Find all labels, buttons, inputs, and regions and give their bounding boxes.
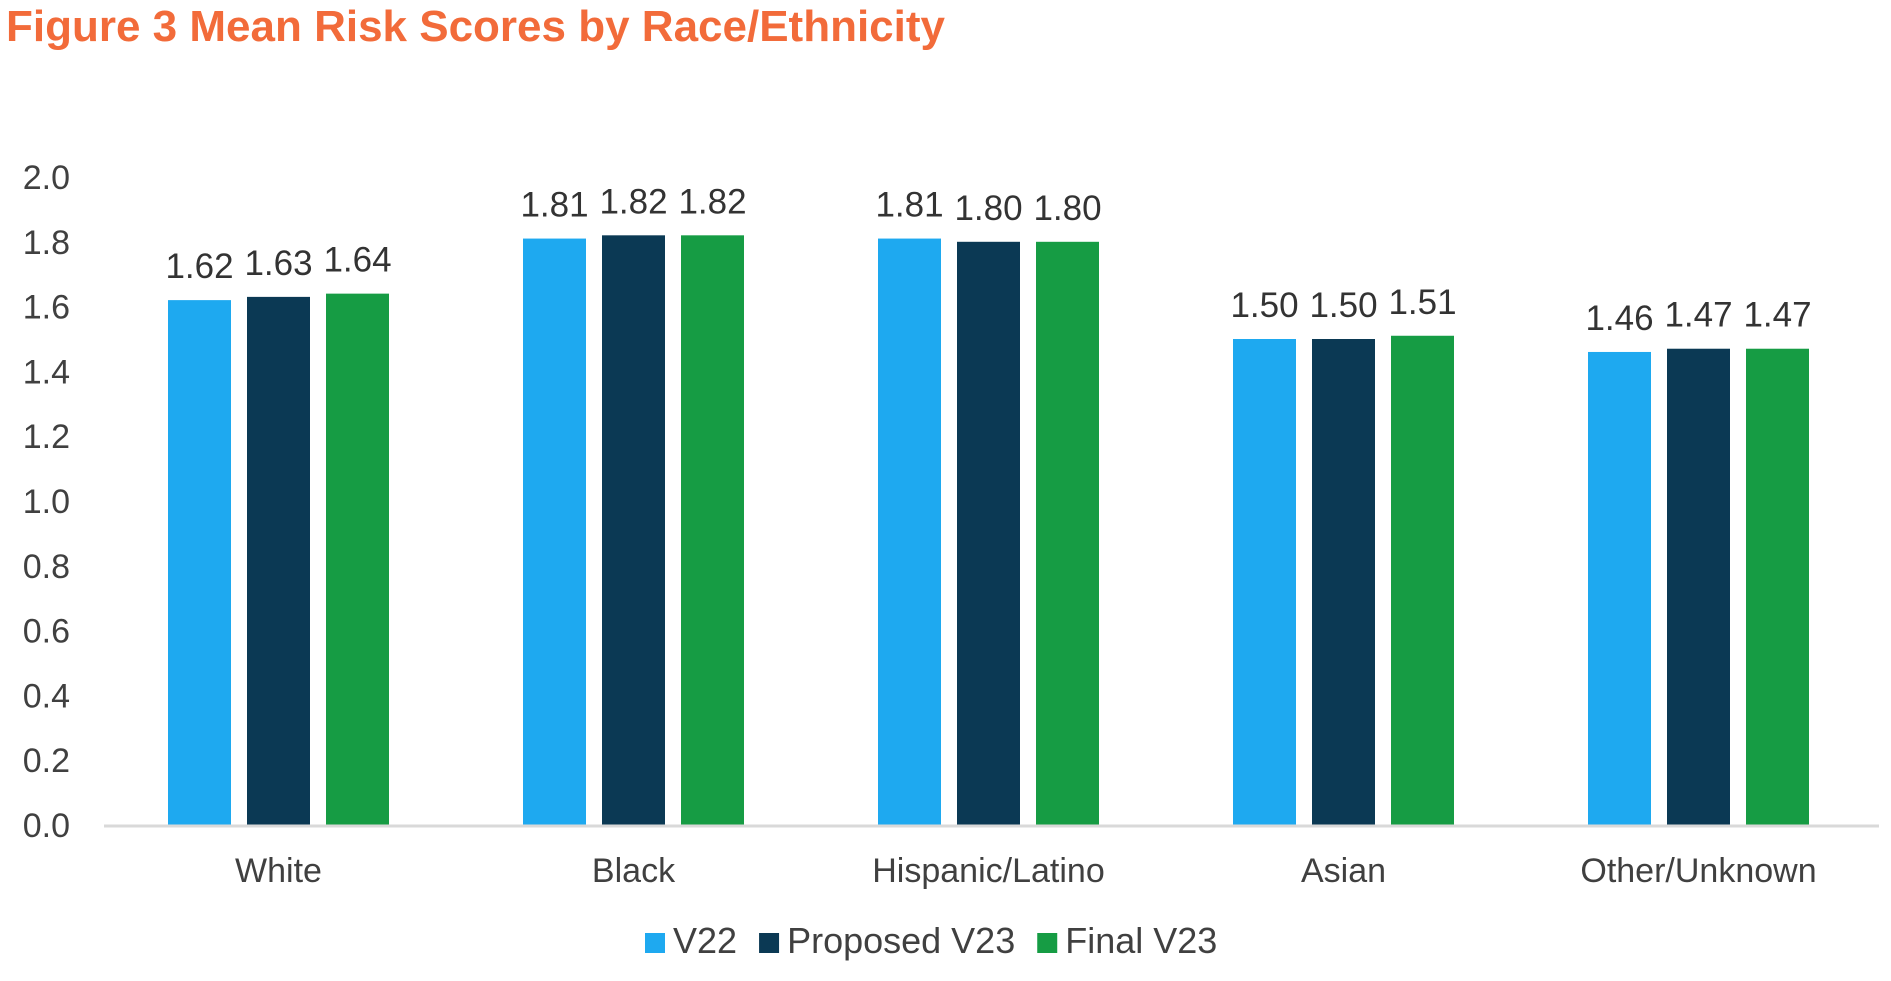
legend-swatch <box>759 933 780 953</box>
bar <box>523 238 586 825</box>
bar <box>168 300 231 825</box>
data-label: 1.50 <box>1230 286 1298 325</box>
bar <box>1746 348 1809 825</box>
data-label: 1.80 <box>954 189 1022 228</box>
bar <box>326 293 389 825</box>
data-label: 1.63 <box>244 244 312 283</box>
y-tick-label: 1.8 <box>23 224 70 262</box>
y-tick-label: 1.2 <box>23 418 70 456</box>
data-label: 1.82 <box>678 182 746 221</box>
legend-label: Final V23 <box>1065 920 1217 961</box>
x-tick-label: Hispanic/Latino <box>872 852 1104 890</box>
data-label: 1.64 <box>323 241 391 280</box>
data-label: 1.50 <box>1309 286 1377 325</box>
y-tick-label: 1.6 <box>23 289 70 327</box>
x-tick-label: White <box>235 852 322 890</box>
y-tick-label: 0.4 <box>23 677 70 715</box>
y-tick-label: 0.6 <box>23 613 70 651</box>
legend-label: V22 <box>673 920 737 961</box>
x-tick-label: Black <box>592 852 676 890</box>
bar <box>1588 351 1651 825</box>
x-tick-label: Asian <box>1301 852 1386 890</box>
bar <box>681 235 744 825</box>
y-tick-label: 1.4 <box>23 353 70 391</box>
y-tick-label: 1.0 <box>23 483 70 521</box>
chart-title: Figure 3 Mean Risk Scores by Race/Ethnic… <box>6 2 945 51</box>
legend-label: Proposed V23 <box>787 920 1015 961</box>
data-label: 1.47 <box>1743 296 1811 335</box>
bar <box>247 296 310 825</box>
data-label: 1.81 <box>520 186 588 225</box>
bar <box>1036 241 1099 826</box>
bar <box>1391 335 1454 825</box>
bar <box>878 238 941 825</box>
bar <box>1233 339 1296 825</box>
y-tick-label: 0.8 <box>23 548 70 586</box>
bar <box>1312 339 1375 825</box>
bar <box>602 235 665 825</box>
bar <box>1667 348 1730 825</box>
legend-swatch <box>1037 933 1058 953</box>
data-label: 1.82 <box>599 182 667 221</box>
data-label: 1.80 <box>1033 189 1101 228</box>
data-label: 1.46 <box>1585 299 1653 338</box>
legend-swatch <box>645 933 665 953</box>
data-label: 1.81 <box>875 186 943 225</box>
data-label: 1.62 <box>165 247 233 286</box>
data-label: 1.47 <box>1664 296 1732 335</box>
data-label: 1.51 <box>1388 283 1456 322</box>
y-tick-label: 2.0 <box>23 159 70 197</box>
x-tick-label: Other/Unknown <box>1580 852 1816 890</box>
bar <box>957 241 1020 826</box>
y-tick-label: 0.2 <box>23 742 70 780</box>
y-tick-label: 0.0 <box>23 807 70 845</box>
